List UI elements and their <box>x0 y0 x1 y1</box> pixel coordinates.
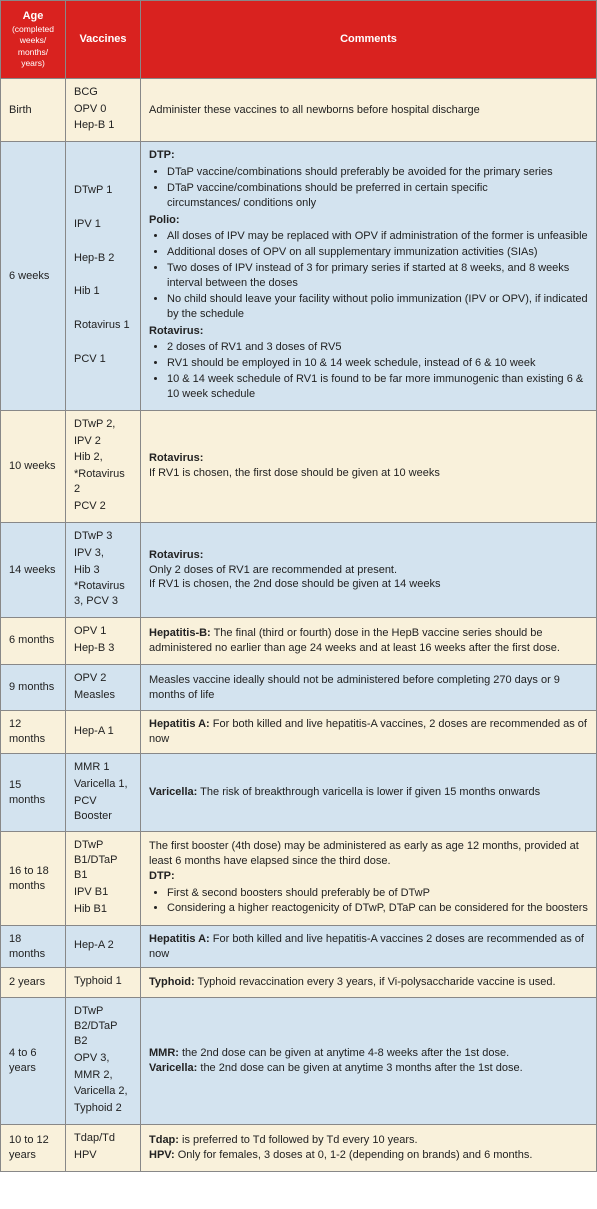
immunization-table: Age(completed weeks/ months/ years) Vacc… <box>0 0 597 1172</box>
vaccines-cell: Typhoid 1 <box>66 968 141 998</box>
comments-cell: Varicella: The risk of breakthrough vari… <box>141 754 597 832</box>
table-row: 12 monthsHep-A 1Hepatitis A: For both ki… <box>1 711 597 754</box>
age-cell: 10 weeks <box>1 410 66 522</box>
vaccines-cell: DTwP 3IPV 3,Hib 3*Rotavirus 3, PCV 3 <box>66 522 141 617</box>
age-cell: 6 months <box>1 618 66 665</box>
comments-cell: DTP:DTaP vaccine/combinations should pre… <box>141 142 597 411</box>
table-row: 14 weeksDTwP 3IPV 3,Hib 3*Rotavirus 3, P… <box>1 522 597 617</box>
comments-cell: Hepatitis-B: The final (third or fourth)… <box>141 618 597 665</box>
comments-cell: Rotavirus:If RV1 is chosen, the first do… <box>141 410 597 522</box>
age-cell: 15 months <box>1 754 66 832</box>
comments-cell: Rotavirus:Only 2 doses of RV1 are recomm… <box>141 522 597 617</box>
table-row: 16 to 18 monthsDTwP B1/DTaP B1IPV B1Hib … <box>1 832 597 925</box>
comments-cell: Tdap: is preferred to Td followed by Td … <box>141 1125 597 1172</box>
table-row: BirthBCGOPV 0Hep-B 1Administer these vac… <box>1 78 597 142</box>
comments-cell: Administer these vaccines to all newborn… <box>141 78 597 142</box>
vaccines-cell: BCGOPV 0Hep-B 1 <box>66 78 141 142</box>
age-cell: Birth <box>1 78 66 142</box>
vaccines-cell: DTwP B1/DTaP B1IPV B1Hib B1 <box>66 832 141 925</box>
header-row: Age(completed weeks/ months/ years) Vacc… <box>1 1 597 79</box>
header-age: Age(completed weeks/ months/ years) <box>1 1 66 79</box>
age-cell: 18 months <box>1 925 66 968</box>
vaccines-cell: DTwP 2,IPV 2Hib 2,*Rotavirus 2PCV 2 <box>66 410 141 522</box>
table-row: 6 weeksDTwP 1 IPV 1 Hep-B 2 Hib 1 Rotavi… <box>1 142 597 411</box>
table-row: 4 to 6 yearsDTwP B2/DTaP B2OPV 3,MMR 2,V… <box>1 998 597 1125</box>
comments-cell: Typhoid: Typhoid revaccination every 3 y… <box>141 968 597 998</box>
comments-cell: Hepatitis A: For both killed and live he… <box>141 711 597 754</box>
comments-cell: Measles vaccine ideally should not be ad… <box>141 664 597 711</box>
vaccines-cell: Hep-A 2 <box>66 925 141 968</box>
age-cell: 12 months <box>1 711 66 754</box>
vaccines-cell: Hep-A 1 <box>66 711 141 754</box>
table-body: BirthBCGOPV 0Hep-B 1Administer these vac… <box>1 78 597 1171</box>
age-cell: 6 weeks <box>1 142 66 411</box>
table-row: 6 monthsOPV 1Hep-B 3Hepatitis-B: The fin… <box>1 618 597 665</box>
comments-cell: The first booster (4th dose) may be admi… <box>141 832 597 925</box>
table-row: 15 monthsMMR 1Varicella 1,PCV BoosterVar… <box>1 754 597 832</box>
age-cell: 10 to 12 years <box>1 1125 66 1172</box>
age-cell: 9 months <box>1 664 66 711</box>
table-row: 18 monthsHep-A 2Hepatitis A: For both ki… <box>1 925 597 968</box>
age-cell: 2 years <box>1 968 66 998</box>
age-cell: 14 weeks <box>1 522 66 617</box>
comments-cell: Hepatitis A: For both killed and live he… <box>141 925 597 968</box>
table-row: 10 to 12 yearsTdap/TdHPVTdap: is preferr… <box>1 1125 597 1172</box>
comments-cell: MMR: the 2nd dose can be given at anytim… <box>141 998 597 1125</box>
age-cell: 16 to 18 months <box>1 832 66 925</box>
vaccines-cell: OPV 1Hep-B 3 <box>66 618 141 665</box>
table-row: 9 monthsOPV 2MeaslesMeasles vaccine idea… <box>1 664 597 711</box>
age-cell: 4 to 6 years <box>1 998 66 1125</box>
vaccines-cell: Tdap/TdHPV <box>66 1125 141 1172</box>
vaccines-cell: DTwP B2/DTaP B2OPV 3,MMR 2,Varicella 2,T… <box>66 998 141 1125</box>
vaccines-cell: DTwP 1 IPV 1 Hep-B 2 Hib 1 Rotavirus 1 P… <box>66 142 141 411</box>
header-comments: Comments <box>141 1 597 79</box>
vaccines-cell: MMR 1Varicella 1,PCV Booster <box>66 754 141 832</box>
table-row: 2 yearsTyphoid 1Typhoid: Typhoid revacci… <box>1 968 597 998</box>
header-vaccines: Vaccines <box>66 1 141 79</box>
table-row: 10 weeksDTwP 2,IPV 2Hib 2,*Rotavirus 2PC… <box>1 410 597 522</box>
vaccines-cell: OPV 2Measles <box>66 664 141 711</box>
